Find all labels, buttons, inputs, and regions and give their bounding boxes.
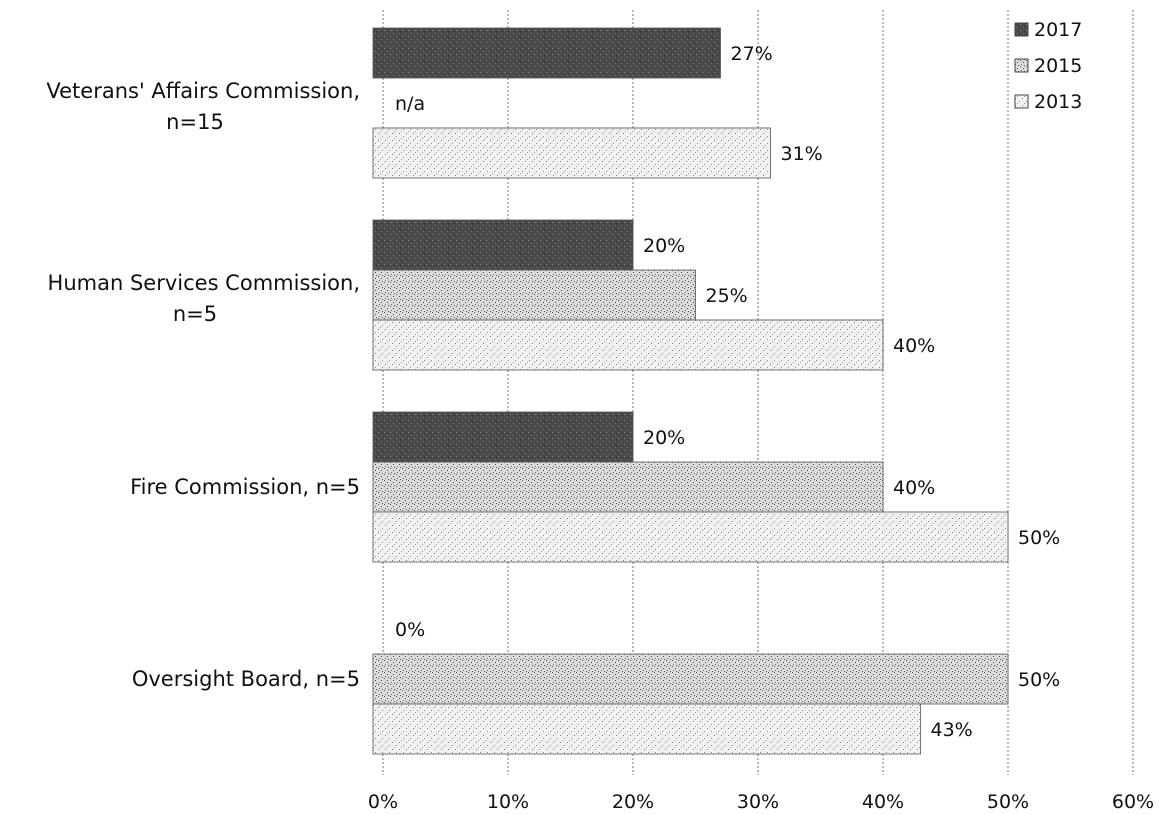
bar-2013-3 <box>372 703 921 755</box>
labels: 0% 10% 20% 30% 40% 50% 60% 27% n/a 31% Veterans' A… <box>46 43 1154 813</box>
data-label: 43% <box>931 719 973 741</box>
data-label: 40% <box>893 335 935 357</box>
bar-2013-1 <box>372 319 884 371</box>
data-label: n/a <box>395 93 425 115</box>
bar-2015-1 <box>372 269 696 321</box>
data-label: 27% <box>731 43 773 65</box>
data-label: 20% <box>643 235 685 257</box>
category-label: Oversight Board, n=5 <box>132 667 360 691</box>
bar-2017-0 <box>372 27 721 79</box>
bar-2013-0 <box>372 127 771 179</box>
data-label: 31% <box>781 143 823 165</box>
bar-2015-3 <box>372 653 1009 705</box>
x-tick-label: 30% <box>737 791 779 813</box>
data-label: 50% <box>1018 669 1060 691</box>
legend-swatch-2015 <box>1014 58 1029 73</box>
x-tick-label: 0% <box>368 791 398 813</box>
bar-2017-2 <box>372 411 634 463</box>
data-label: 20% <box>643 427 685 449</box>
x-tick-label: 20% <box>612 791 654 813</box>
data-label: 0% <box>395 619 425 641</box>
legend-label: 2015 <box>1034 55 1082 77</box>
gridlines <box>382 10 1134 775</box>
x-tick-label: 60% <box>1112 791 1154 813</box>
bars <box>372 27 1009 755</box>
legend-swatch-2013 <box>1014 94 1029 109</box>
x-tick-label: 50% <box>987 791 1029 813</box>
category-label: Fire Commission, n=5 <box>130 475 360 499</box>
category-label-line2: n=15 <box>166 110 224 134</box>
x-tick-label: 10% <box>487 791 529 813</box>
legend: 2017 2015 2013 <box>1014 19 1082 113</box>
legend-label: 2013 <box>1034 91 1082 113</box>
bar-2013-2 <box>372 511 1009 563</box>
bar-2017-1 <box>372 219 634 271</box>
data-label: 25% <box>706 285 748 307</box>
bar-2015-2 <box>372 461 884 513</box>
category-label-line2: n=5 <box>173 302 217 326</box>
legend-label: 2017 <box>1034 19 1082 41</box>
data-label: 50% <box>1018 527 1060 549</box>
data-label: 40% <box>893 477 935 499</box>
category-label: Human Services Commission, <box>48 271 360 295</box>
legend-swatch-2017 <box>1014 22 1029 37</box>
category-label: Veterans' Affairs Commission, <box>46 79 360 103</box>
x-tick-label: 40% <box>862 791 904 813</box>
